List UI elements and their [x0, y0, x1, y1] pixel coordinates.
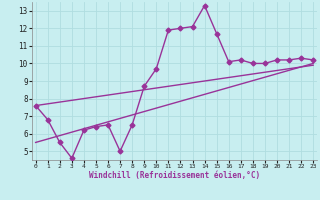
X-axis label: Windchill (Refroidissement éolien,°C): Windchill (Refroidissement éolien,°C): [89, 171, 260, 180]
